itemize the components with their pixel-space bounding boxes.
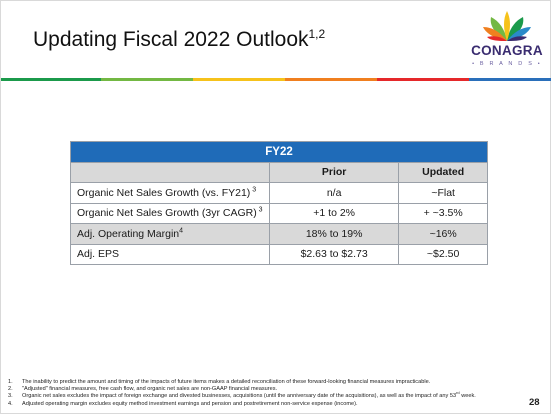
outlook-table: FY22 Prior Updated Organic Net Sales Gro… — [70, 141, 488, 265]
color-stripe-red — [377, 78, 469, 81]
footnote-item: 2. "Adjusted" financial measures, free c… — [8, 386, 508, 393]
row-label-sup: 3 — [256, 206, 263, 214]
table-column-header-row: Prior Updated — [70, 161, 488, 183]
footnotes: 1. The inability to predict the amount a… — [8, 379, 508, 408]
page-number: 28 — [529, 397, 540, 408]
row-label: Organic Net Sales Growth (3yr CAGR) 3 — [70, 202, 270, 224]
footnote-text: The inability to predict the amount and … — [22, 379, 431, 385]
footnote-text: "Adjusted" financial measures, free cash… — [22, 386, 278, 393]
footnote-text: Organic net sales excludes the impact of… — [22, 390, 476, 400]
column-header-updated: Updated — [398, 161, 488, 183]
slide-title: Updating Fiscal 2022 Outlook1,2 — [33, 28, 325, 52]
row-updated-value: ~16% — [398, 223, 488, 245]
row-label-text: Adj. EPS — [77, 248, 120, 261]
table-row: Adj. EPS $2.63 to $2.73 ~$2.50 — [70, 243, 488, 265]
footnote-number: 2. — [8, 386, 13, 393]
table-row: Adj. Operating Margin4 18% to 19% ~16% — [70, 223, 488, 245]
table-header-fy22: FY22 — [70, 141, 488, 163]
table-header-row: FY22 — [70, 141, 488, 163]
color-stripe-blue — [469, 78, 551, 81]
leaf-burst-icon — [483, 11, 531, 41]
row-label-text: Adj. Operating Margin — [77, 227, 180, 240]
row-prior-value: $2.63 to $2.73 — [268, 243, 400, 265]
conagra-logo: CONAGRA • B R A N D S • — [467, 9, 547, 71]
color-stripe-orange — [285, 78, 377, 81]
row-updated-value: ~Flat — [398, 182, 488, 204]
footnote-sup: rd — [456, 390, 460, 396]
table-row: Organic Net Sales Growth (vs. FY21) 3 n/… — [70, 182, 488, 204]
row-prior-value: n/a — [268, 182, 400, 204]
row-label-sup: 4 — [179, 227, 184, 235]
row-label: Adj. EPS — [70, 243, 270, 265]
footnote-text-main: Organic net sales excludes the impact of… — [22, 393, 457, 400]
row-prior-value: 18% to 19% — [268, 223, 400, 245]
row-prior-value: +1 to 2% — [268, 202, 400, 224]
footnote-number: 1. — [8, 379, 13, 385]
slide-title-text: Updating Fiscal 2022 Outlook — [33, 28, 309, 51]
footnote-number: 3. — [8, 393, 13, 400]
logo-wordmark: CONAGRA — [471, 43, 543, 58]
footnote-number: 4. — [8, 400, 13, 407]
color-stripe-lightgreen — [101, 78, 193, 81]
table-row: Organic Net Sales Growth (3yr CAGR) 3 +1… — [70, 202, 488, 224]
row-label-sup: 3 — [250, 186, 257, 194]
footnote-text-tail: week. — [459, 393, 476, 400]
row-label: Adj. Operating Margin4 — [70, 223, 270, 245]
row-label-text: Organic Net Sales Growth (vs. FY21) — [77, 186, 251, 199]
footnote-item: 4. Adjusted operating margin excludes eq… — [8, 401, 508, 408]
color-stripe-yellow — [193, 78, 285, 81]
row-label: Organic Net Sales Growth (vs. FY21) 3 — [70, 182, 270, 204]
column-header-blank — [70, 161, 270, 183]
logo-subtext: • B R A N D S • — [472, 61, 542, 67]
title-superscript: 1,2 — [308, 27, 326, 41]
row-label-text: Organic Net Sales Growth (3yr CAGR) — [77, 207, 257, 220]
row-updated-value: + ~3.5% — [398, 202, 488, 224]
color-stripe-green — [1, 78, 101, 81]
footnote-text: Adjusted operating margin excludes equit… — [22, 400, 358, 407]
row-updated-value: ~$2.50 — [398, 243, 488, 265]
footnote-item: 1. The inability to predict the amount a… — [8, 379, 508, 386]
column-header-prior: Prior — [268, 161, 400, 183]
footnote-item: 3. Organic net sales excludes the impact… — [8, 390, 508, 400]
